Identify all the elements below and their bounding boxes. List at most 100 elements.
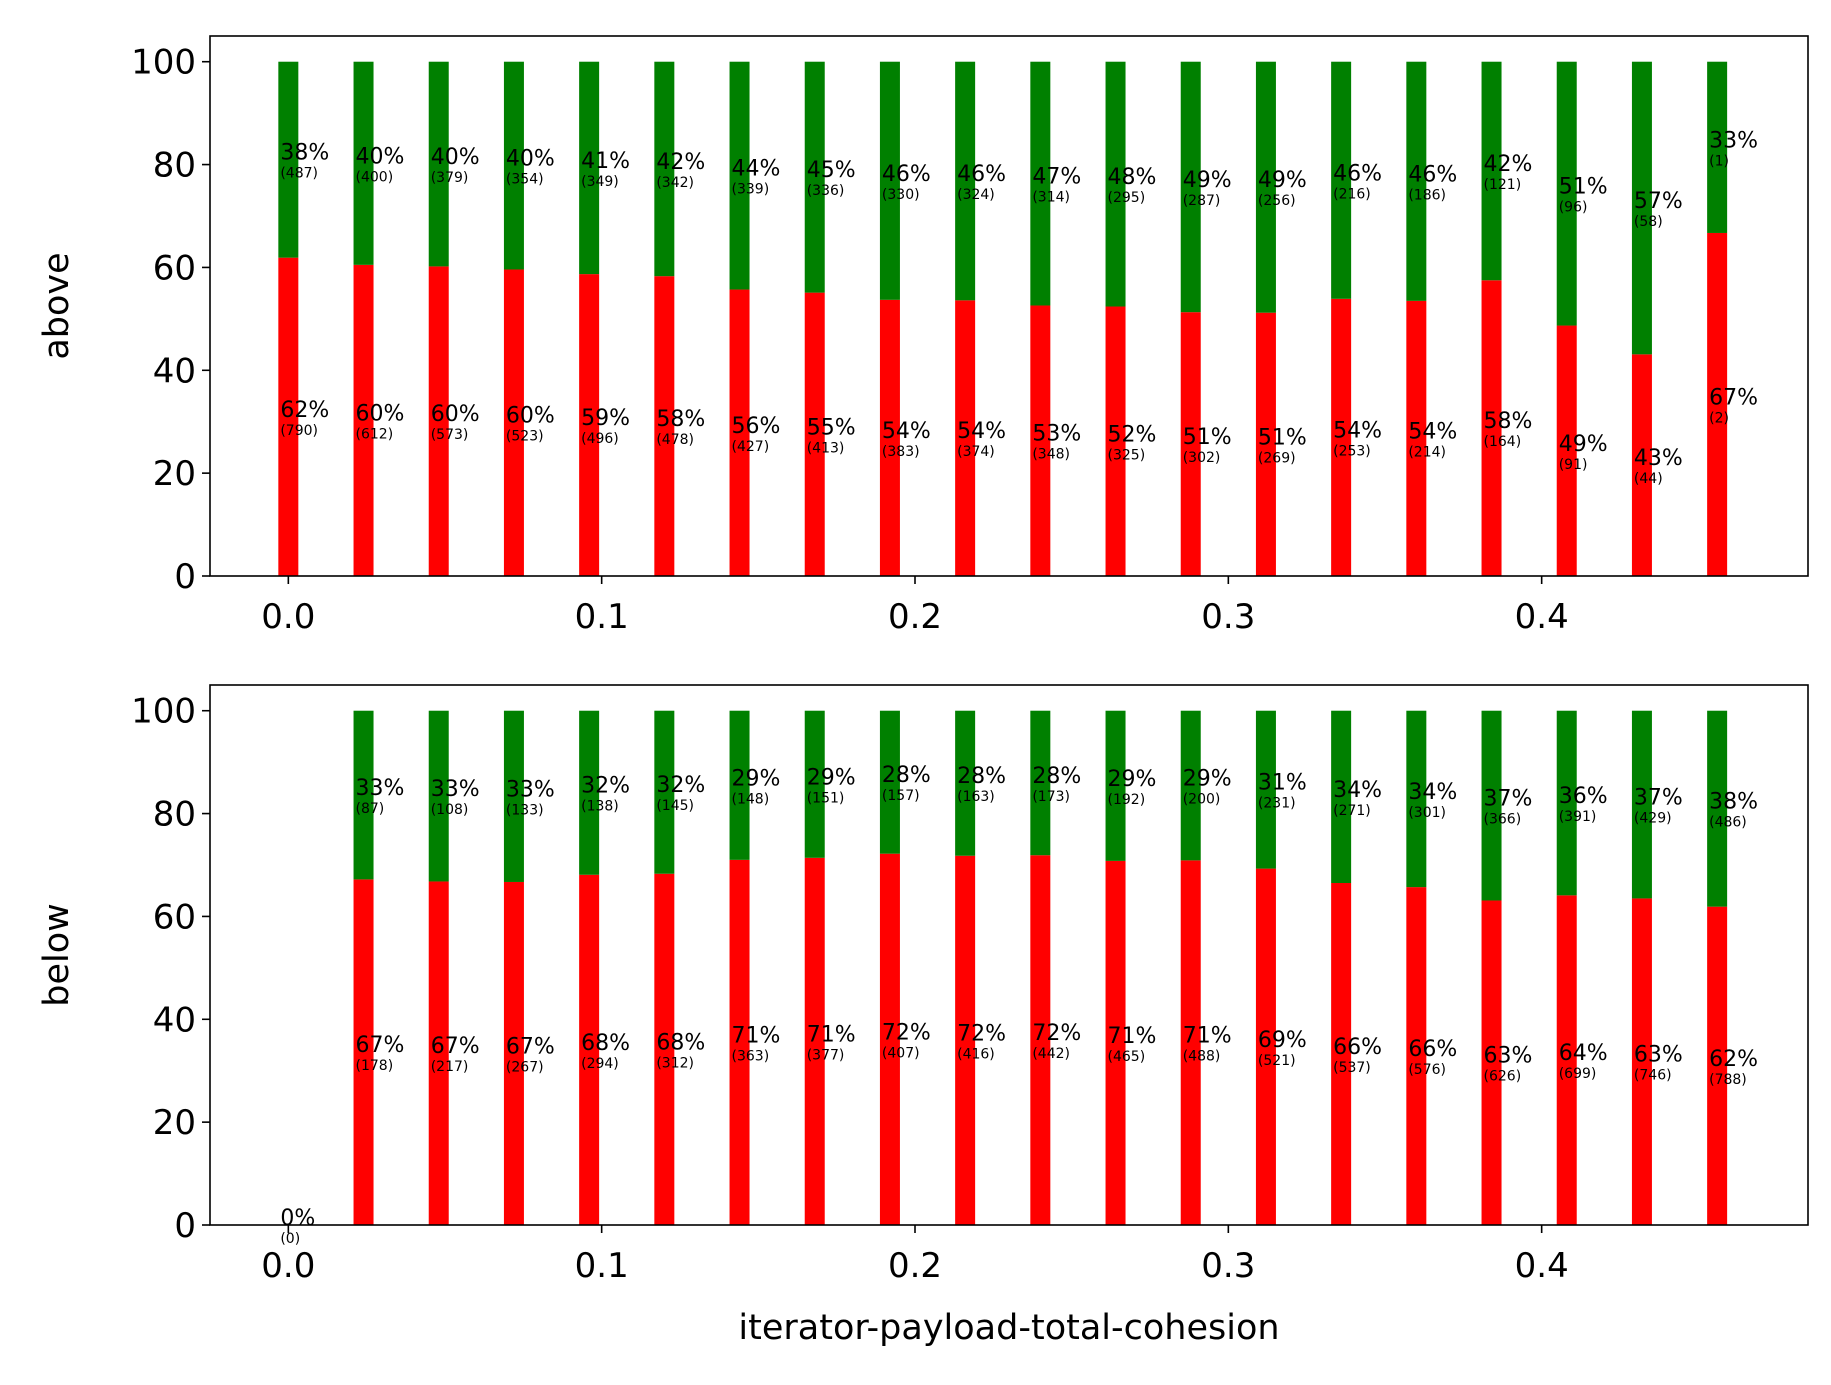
- data-label-percent: 43%: [1634, 446, 1683, 471]
- data-label-percent: 72%: [957, 1021, 1006, 1046]
- data-label-count: (214): [1408, 444, 1446, 460]
- x-tick-label: 0.2: [888, 597, 942, 637]
- x-tick-label: 0.0: [261, 1246, 315, 1286]
- data-label-percent: 46%: [957, 162, 1006, 187]
- data-label-count: (178): [356, 1058, 394, 1074]
- bar-lower-segment: [1255, 312, 1276, 576]
- y-axis-label: below: [37, 903, 77, 1007]
- data-label-percent: 48%: [1108, 165, 1157, 190]
- y-tick-label: 40: [153, 351, 196, 391]
- data-label-count: (256): [1258, 193, 1296, 209]
- data-label-percent: 40%: [506, 147, 555, 172]
- data-label-count: (383): [882, 444, 920, 460]
- data-label-percent: 54%: [957, 419, 1006, 444]
- data-label-count: (217): [431, 1059, 469, 1075]
- data-label-count: (173): [1032, 789, 1070, 805]
- data-label-count: (0): [280, 1231, 300, 1247]
- data-label-count: (87): [356, 801, 385, 817]
- data-label-count: (302): [1183, 450, 1221, 466]
- data-label-percent: 67%: [356, 1033, 405, 1058]
- axes-frame: [209, 35, 1809, 577]
- bar-lower-segment: [503, 269, 524, 576]
- data-label-percent: 53%: [1032, 422, 1081, 447]
- bar-upper-segment: [804, 710, 825, 858]
- bar-upper-segment: [955, 710, 976, 856]
- data-label-count: (133): [506, 802, 544, 818]
- data-label-percent: 31%: [1258, 771, 1307, 796]
- data-label-count: (163): [957, 789, 995, 805]
- data-label-percent: 29%: [1183, 767, 1232, 792]
- bar-upper-segment: [1707, 710, 1728, 907]
- data-label-percent: 51%: [1559, 175, 1608, 200]
- data-label-percent: 45%: [807, 158, 856, 183]
- y-tick-label: 0: [174, 1206, 196, 1246]
- bar-lower-segment: [1331, 883, 1352, 1225]
- data-label-percent: 28%: [957, 764, 1006, 789]
- bar-upper-segment: [503, 710, 524, 882]
- y-axis-label: above: [37, 252, 77, 359]
- bar-lower-segment: [729, 289, 750, 576]
- data-label-count: (287): [1183, 193, 1221, 209]
- data-label-count: (478): [656, 432, 694, 448]
- data-label-count: (486): [1709, 815, 1747, 831]
- data-label-percent: 71%: [1183, 1024, 1232, 1049]
- y-tick-label: 40: [153, 1000, 196, 1040]
- x-tick-label: 0.3: [1201, 1246, 1255, 1286]
- data-label-count: (138): [581, 799, 619, 815]
- bar-upper-segment: [1631, 61, 1652, 355]
- data-label-count: (374): [957, 444, 995, 460]
- data-label-percent: 49%: [1258, 168, 1307, 193]
- data-label-percent: 58%: [1484, 409, 1533, 434]
- data-label-percent: 68%: [581, 1031, 630, 1056]
- data-label-percent: 54%: [882, 419, 931, 444]
- data-label-percent: 57%: [1634, 189, 1683, 214]
- data-label-percent: 33%: [506, 777, 555, 802]
- bar-upper-segment: [955, 61, 976, 301]
- x-tick-label: 0.2: [888, 1246, 942, 1286]
- data-label-percent: 32%: [581, 774, 630, 799]
- bar-lower-segment: [1331, 298, 1352, 576]
- bar-lower-segment: [579, 874, 600, 1225]
- bar-lower-segment: [503, 881, 524, 1225]
- bar-lower-segment: [579, 274, 600, 576]
- data-label-percent: 46%: [882, 162, 931, 187]
- bar-lower-segment: [1481, 280, 1502, 576]
- bar-lower-segment: [1105, 860, 1126, 1225]
- data-label-percent: 38%: [280, 141, 329, 166]
- data-label-count: (192): [1108, 792, 1146, 808]
- bar-upper-segment: [1105, 61, 1126, 307]
- bar-upper-segment: [1255, 710, 1276, 869]
- data-label-count: (349): [581, 174, 619, 190]
- data-label-percent: 40%: [431, 145, 480, 170]
- data-label-percent: 42%: [656, 150, 705, 175]
- data-label-count: (354): [506, 172, 544, 188]
- data-label-count: (164): [1484, 434, 1522, 450]
- data-label-percent: 40%: [356, 144, 405, 169]
- panel-above: 62%(790)38%(487)60%(612)40%(400)60%(573)…: [37, 35, 1809, 637]
- bar-lower-segment: [879, 853, 900, 1225]
- bar-lower-segment: [654, 276, 675, 576]
- data-label-percent: 72%: [1032, 1021, 1081, 1046]
- bar-upper-segment: [1180, 61, 1201, 313]
- y-tick-label: 60: [153, 248, 196, 288]
- axes-frame: [209, 684, 1809, 1226]
- bar-lower-segment: [804, 292, 825, 576]
- data-label-percent: 46%: [1408, 162, 1457, 187]
- data-label-count: (312): [656, 1055, 694, 1071]
- data-label-count: (496): [581, 431, 619, 447]
- data-label-count: (487): [280, 166, 318, 182]
- data-label-count: (416): [957, 1046, 995, 1062]
- data-label-count: (301): [1408, 805, 1446, 821]
- data-label-count: (746): [1634, 1068, 1672, 1084]
- data-label-count: (391): [1559, 809, 1597, 825]
- data-label-percent: 29%: [732, 766, 781, 791]
- bar-lower-segment: [1030, 855, 1051, 1225]
- bar-lower-segment: [1255, 868, 1276, 1225]
- data-label-percent: 64%: [1559, 1041, 1608, 1066]
- bar-upper-segment: [1180, 710, 1201, 861]
- data-label-count: (790): [280, 423, 318, 439]
- data-label-count: (216): [1333, 186, 1371, 202]
- data-label-percent: 28%: [1032, 764, 1081, 789]
- data-label-percent: 49%: [1183, 168, 1232, 193]
- y-tick-label: 100: [131, 692, 196, 732]
